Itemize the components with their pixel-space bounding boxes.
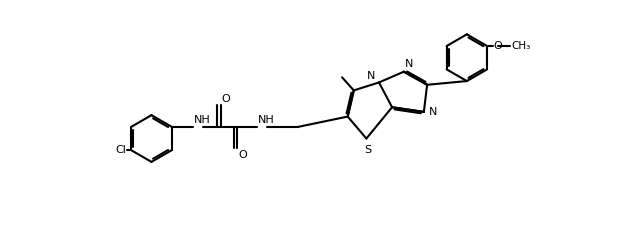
Text: O: O	[493, 41, 502, 51]
Text: Cl: Cl	[116, 145, 127, 155]
Text: N: N	[367, 70, 375, 81]
Text: NH: NH	[258, 115, 275, 125]
Text: O: O	[238, 150, 247, 160]
Text: O: O	[222, 94, 230, 104]
Text: N: N	[404, 59, 413, 69]
Text: NH: NH	[194, 115, 211, 125]
Text: CH₃: CH₃	[511, 41, 531, 51]
Text: S: S	[364, 145, 371, 155]
Text: N: N	[428, 107, 437, 117]
